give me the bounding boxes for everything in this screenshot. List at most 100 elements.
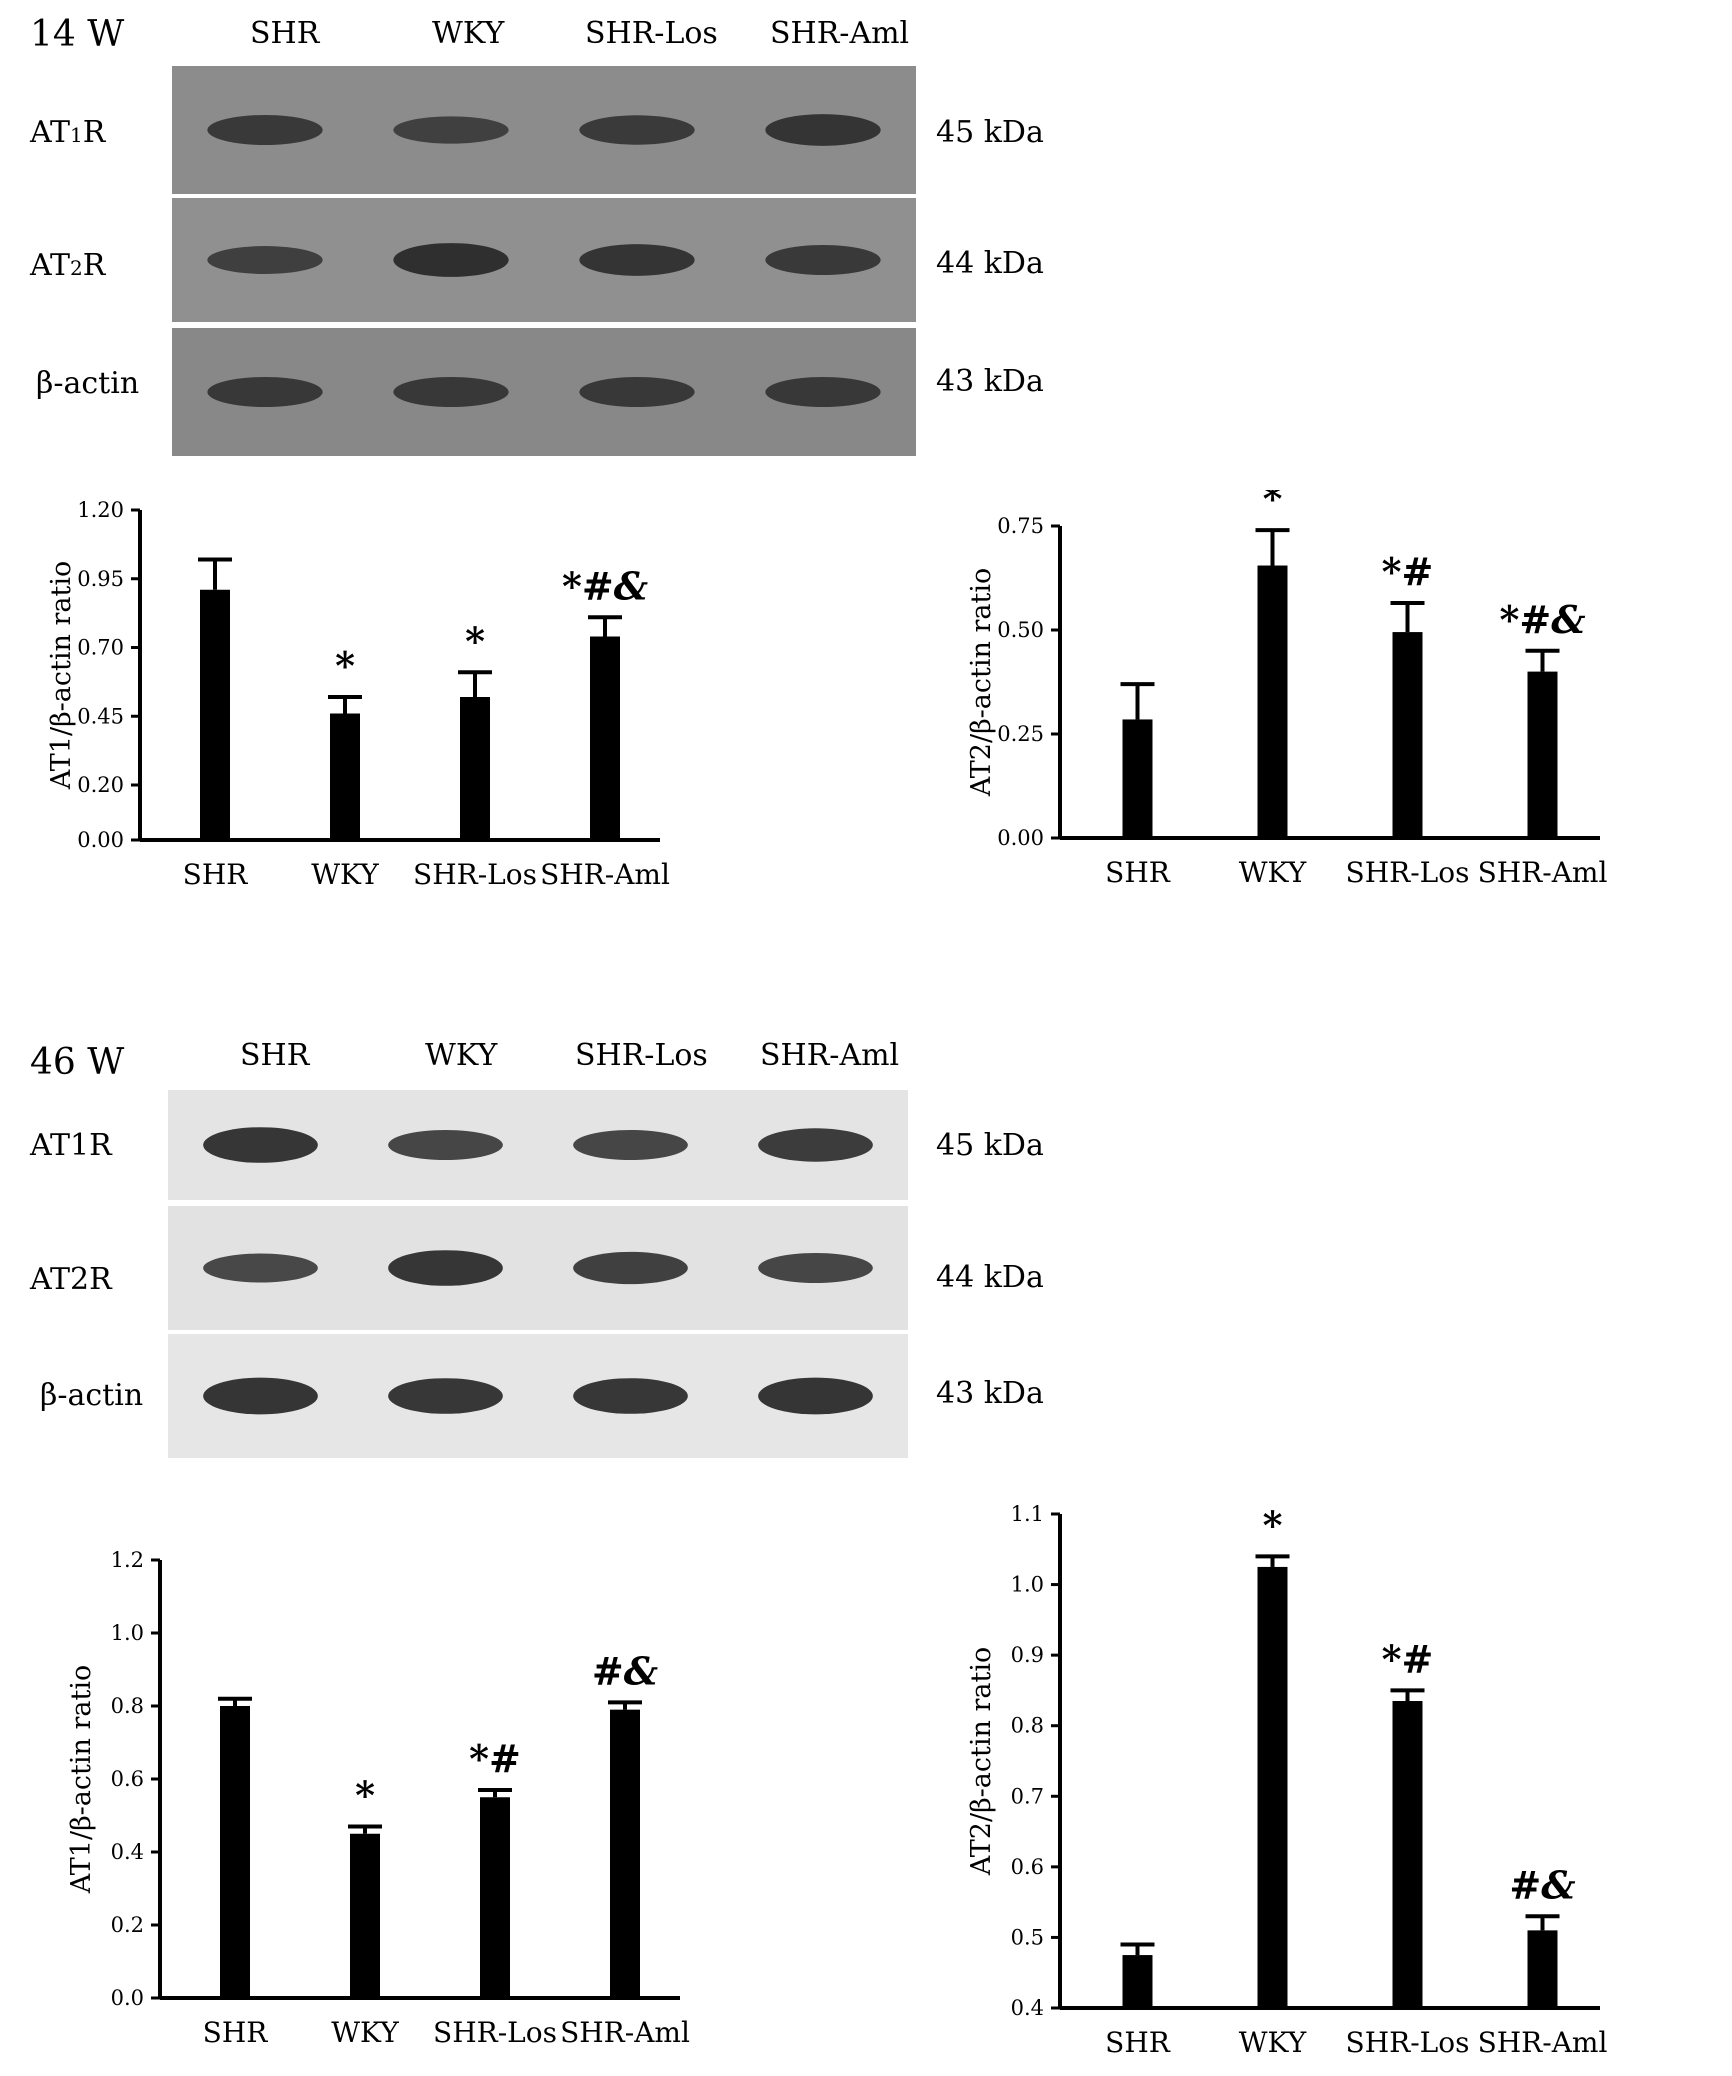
bar (1527, 1930, 1558, 2008)
y-tick-label: 0.7 (1011, 1784, 1044, 1808)
bar (330, 713, 360, 840)
x-tick-label: WKY (331, 2016, 399, 2049)
blot-panel-beta-actin (168, 1334, 908, 1458)
significance-label: * (355, 1772, 375, 1817)
significance-label: *#& (562, 563, 648, 608)
significance-label: * (1263, 1502, 1283, 1547)
blot-band (765, 114, 881, 146)
bar (460, 697, 490, 840)
section-label-14w: 14 W (30, 14, 125, 55)
y-tick-label: 0.2 (111, 1913, 144, 1937)
blot-band (579, 376, 695, 408)
x-tick-label: SHR-Los (1346, 2026, 1470, 2059)
y-tick-label: 0.25 (997, 722, 1044, 746)
kda-label-beta-actin: 43 kDa (936, 364, 1044, 399)
lane-label-shr-los: SHR-Los (585, 16, 718, 51)
blot-band (758, 1252, 873, 1284)
y-tick-label: 0.20 (77, 773, 124, 797)
y-tick-label: 0.4 (111, 1840, 144, 1864)
y-axis-label: AT2/β-actin ratio (966, 568, 997, 797)
y-tick-label: 0.8 (1011, 1714, 1044, 1738)
bar-chart-at2-14w: 0.75 0.50 0.25 0.00 AT2/β-actin ratio SHR * WKY… (966, 490, 1608, 889)
lane-label-shr: SHR (240, 1038, 310, 1073)
y-tick-label: 0.70 (77, 636, 124, 660)
y-tick-label: 0.00 (997, 826, 1044, 850)
kda-label-beta-actin: 43 kDa (936, 1376, 1044, 1411)
x-tick-label: SHR (203, 2016, 269, 2049)
row-label-at1r: AT1R (30, 1128, 112, 1163)
blot-panel-at1r (168, 1090, 908, 1200)
y-tick-label: 0.6 (111, 1767, 144, 1791)
bar (1392, 632, 1423, 838)
y-tick-label: 0.50 (997, 618, 1044, 642)
bar (1527, 671, 1558, 838)
bar-chart-at1-46w: 1.2 1.0 0.8 0.6 0.4 0.2 0.0 AT1/β-actin ratio SH… (66, 1548, 690, 2049)
significance-label: *# (1382, 1636, 1434, 1681)
bar-chart-at1-14w: 1.20 0.95 0.70 0.45 0.20 0.00 AT1/β-actin rati… (46, 498, 670, 891)
bar-chart-at2-46w: 1.1 1.0 0.9 0.8 0.7 0.6 0.5 0.4 AT2/β-actin rati… (966, 1502, 1608, 2059)
bar (1122, 719, 1153, 838)
blot-band (393, 116, 509, 144)
blot-band (388, 1250, 503, 1286)
blot-band (207, 376, 323, 408)
x-tick-label: SHR-Aml (1478, 2026, 1608, 2059)
y-tick-label: 0.8 (111, 1694, 144, 1718)
bar (1257, 565, 1288, 838)
x-tick-label: SHR-Los (413, 858, 537, 891)
significance-label: * (465, 618, 485, 663)
blot-panel-at2r (172, 198, 916, 322)
y-axis-label: AT1/β-actin ratio (66, 1665, 97, 1894)
y-tick-label: 0.0 (111, 1986, 144, 2010)
y-tick-label: 1.0 (1011, 1573, 1044, 1597)
y-tick-label: 0.6 (1011, 1855, 1044, 1879)
x-tick-label: SHR (1105, 856, 1171, 889)
x-tick-label: WKY (1239, 856, 1307, 889)
y-axis-label: AT1/β-actin ratio (46, 561, 77, 790)
blot-panel-at1r (172, 66, 916, 194)
significance-label: #& (592, 1648, 658, 1693)
significance-label: *# (1382, 549, 1434, 594)
blot-band (207, 246, 323, 274)
y-tick-label: 1.0 (111, 1621, 144, 1645)
bar (350, 1833, 380, 1998)
blot-band (758, 1128, 873, 1162)
blot-band (573, 1251, 688, 1285)
lane-label-shr-aml: SHR-Aml (770, 16, 910, 51)
y-tick-label: 0.75 (997, 514, 1044, 538)
lane-label-shr-los: SHR-Los (575, 1038, 708, 1073)
y-tick-label: 0.45 (77, 704, 124, 728)
blot-band (388, 1129, 503, 1161)
bar (480, 1797, 510, 1998)
bar (1257, 1566, 1288, 2008)
significance-label: #& (1509, 1862, 1575, 1907)
blot-band (393, 243, 509, 277)
significance-label: * (335, 643, 355, 688)
lane-label-wky: WKY (425, 1038, 498, 1073)
bar (590, 636, 620, 840)
y-tick-label: 0.5 (1011, 1925, 1044, 1949)
blot-band (203, 1377, 318, 1415)
bar (1122, 1955, 1153, 2008)
kda-label-at2r: 44 kDa (936, 246, 1044, 281)
section-label-46w: 46 W (30, 1042, 125, 1083)
blot-band (758, 1377, 873, 1415)
x-tick-label: SHR-Los (1346, 856, 1470, 889)
y-tick-label: 1.1 (1011, 1502, 1044, 1526)
blot-band (388, 1378, 503, 1414)
x-tick-label: WKY (311, 858, 379, 891)
lane-label-shr-aml: SHR-Aml (760, 1038, 900, 1073)
y-tick-label: 0.4 (1011, 1996, 1044, 2020)
y-axis-label: AT2/β-actin ratio (966, 1647, 997, 1876)
blot-band (393, 376, 509, 408)
kda-label-at1r: 45 kDa (936, 1128, 1044, 1163)
y-tick-label: 0.9 (1011, 1643, 1044, 1667)
row-label-beta-actin: β-actin (36, 366, 140, 401)
x-tick-label: SHR-Aml (1478, 856, 1608, 889)
blot-band (765, 376, 881, 408)
significance-label: * (1263, 490, 1283, 521)
kda-label-at1r: 45 kDa (936, 115, 1044, 150)
blot-panel-at2r (168, 1206, 908, 1330)
bar (200, 589, 230, 840)
x-tick-label: SHR-Aml (540, 858, 670, 891)
kda-label-at2r: 44 kDa (936, 1260, 1044, 1295)
